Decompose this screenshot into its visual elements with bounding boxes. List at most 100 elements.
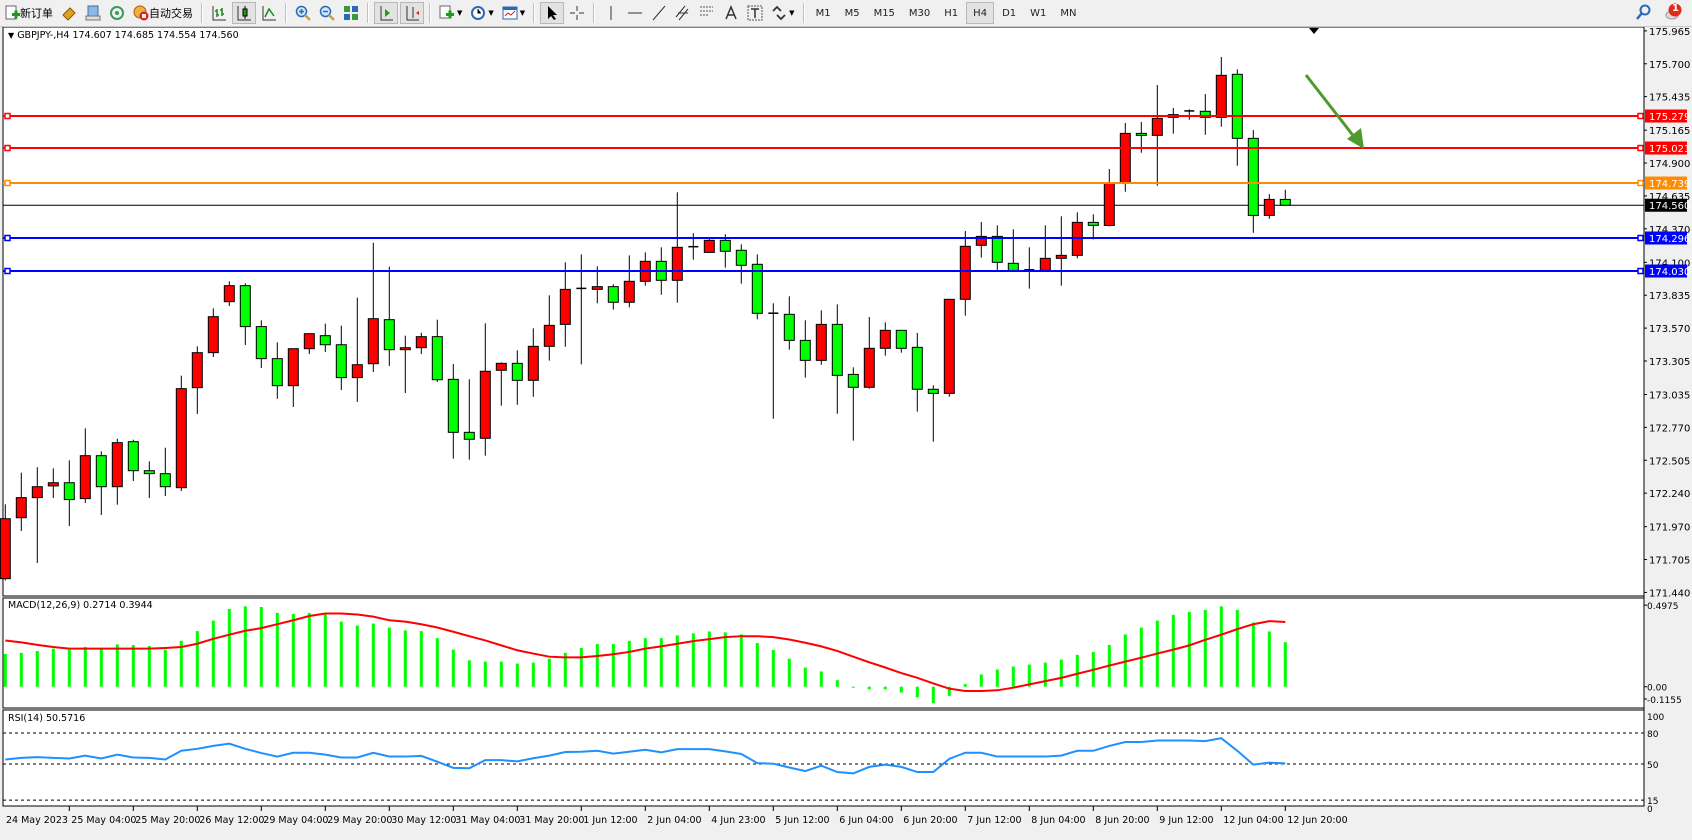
macd-bar	[1043, 662, 1047, 687]
equidistant-channel-button[interactable]	[672, 2, 694, 24]
macd-bar	[931, 686, 935, 704]
trendline-button[interactable]	[648, 2, 670, 24]
macd-bar	[387, 627, 391, 687]
macd-bar	[1251, 622, 1255, 687]
candle-bear	[1135, 132, 1147, 136]
candle-bull	[559, 288, 571, 325]
auto-scroll-button[interactable]	[374, 2, 398, 24]
dropdown-arrow-icon: ▼	[519, 9, 526, 17]
candle-bear	[447, 378, 459, 433]
chart-shift-marker[interactable]	[1309, 28, 1319, 34]
bar-chart-button[interactable]	[208, 2, 230, 24]
rsi-tick-label: 80	[1647, 730, 1659, 740]
macd-bar	[227, 608, 231, 687]
text-label-button[interactable]	[744, 2, 766, 24]
line-handle-right	[1637, 234, 1644, 242]
candlestick-button[interactable]	[232, 2, 256, 24]
macd-bar	[947, 686, 951, 696]
macd-bar	[915, 686, 919, 698]
indicators-button[interactable]: ▼	[436, 2, 465, 24]
new-order-button[interactable]: 新订单	[1, 2, 56, 24]
candle-bear	[159, 473, 171, 488]
macd-bar	[163, 649, 167, 687]
time-label: 25 May 20:00	[135, 815, 200, 826]
time-label: 7 Jun 12:00	[967, 815, 1021, 826]
macd-bar	[1283, 642, 1287, 687]
macd-tick-label: -0.1155	[1647, 696, 1682, 706]
notifications-button[interactable]: 1	[1664, 3, 1682, 21]
macd-bar	[483, 661, 487, 687]
macd-bar	[1123, 634, 1127, 687]
macd-bar	[579, 647, 583, 687]
horizontal-line-icon	[627, 5, 643, 21]
macd-bar	[1027, 664, 1031, 687]
timeframe-m5[interactable]: M5	[844, 7, 860, 19]
fibonacci-button[interactable]	[696, 2, 718, 24]
data-window-button[interactable]	[82, 2, 104, 24]
auto-trading-icon	[133, 5, 149, 21]
macd-bar	[819, 671, 823, 687]
search-icon[interactable]	[1636, 4, 1652, 20]
macd-bar	[19, 652, 23, 687]
timeframe-mn[interactable]: MN	[1060, 7, 1077, 19]
timeframe-m30[interactable]: M30	[908, 7, 931, 19]
macd-bar	[643, 638, 647, 687]
price-label-box	[1645, 198, 1687, 212]
arrows-button[interactable]: ▼	[768, 2, 797, 24]
chart-menu-triangle-icon[interactable]: ▼	[8, 31, 15, 40]
timeframe-h1[interactable]: H1	[944, 7, 959, 19]
line-handle-left	[4, 112, 11, 120]
zoom-in-button[interactable]	[292, 2, 314, 24]
macd-bar	[883, 686, 887, 690]
candle-bull	[591, 286, 603, 290]
macd-bar	[851, 686, 855, 688]
auto-trading-button[interactable]: 自动交易	[130, 2, 196, 24]
candle-bull	[479, 370, 491, 439]
data-window-icon	[85, 5, 101, 21]
macd-bar	[691, 633, 695, 687]
price-label-box	[1645, 176, 1687, 190]
toolbar-separator	[285, 3, 287, 23]
macd-bar	[675, 635, 679, 687]
macd-bar	[419, 631, 423, 687]
timeframe-w1[interactable]: W1	[1030, 7, 1047, 19]
candle-bull	[671, 246, 683, 281]
timeframe-m1[interactable]: M1	[815, 7, 831, 19]
signals-button[interactable]	[106, 2, 128, 24]
timeframe-d1[interactable]: D1	[1002, 7, 1017, 19]
candle-bear	[895, 329, 907, 349]
macd-bar	[1059, 659, 1063, 687]
market-watch-button[interactable]	[58, 2, 80, 24]
horizontal-line-button[interactable]	[624, 2, 646, 24]
candle-bear	[1279, 198, 1291, 206]
text-button[interactable]	[720, 2, 742, 24]
timeframe-h4[interactable]: H4	[966, 2, 995, 24]
timeframe-m15[interactable]: M15	[873, 7, 895, 19]
zoom-in-icon	[295, 5, 311, 21]
vertical-line-button[interactable]	[600, 2, 622, 24]
price-tick-label: 173.035	[1649, 390, 1690, 401]
candle-bull	[495, 362, 507, 371]
periods-button[interactable]: ▼	[467, 2, 496, 24]
macd-bar	[1235, 609, 1239, 687]
macd-bar	[899, 686, 903, 693]
cursor-button[interactable]	[540, 2, 565, 24]
macd-bar	[1075, 654, 1079, 687]
price-tick-label: 175.700	[1649, 60, 1690, 71]
templates-button[interactable]: ▼	[499, 2, 528, 24]
rsi-tick-label: 15	[1647, 797, 1658, 807]
candle-bear	[511, 362, 523, 381]
symbol-ohlc-text: GBPJPY-,H4 174.607 174.685 174.554 174.5…	[17, 30, 239, 41]
line-chart-button[interactable]	[258, 2, 280, 24]
macd-bar	[627, 640, 631, 687]
tile-windows-button[interactable]	[340, 2, 362, 24]
zoom-out-button[interactable]	[316, 2, 338, 24]
chart-shift-button[interactable]	[400, 2, 424, 24]
crosshair-button[interactable]	[566, 2, 588, 24]
candle-bear	[271, 358, 283, 387]
macd-bar	[211, 620, 215, 687]
price-label-box	[1645, 231, 1687, 245]
candle-bull	[111, 442, 123, 488]
time-label: 1 Jun 12:00	[583, 815, 637, 826]
